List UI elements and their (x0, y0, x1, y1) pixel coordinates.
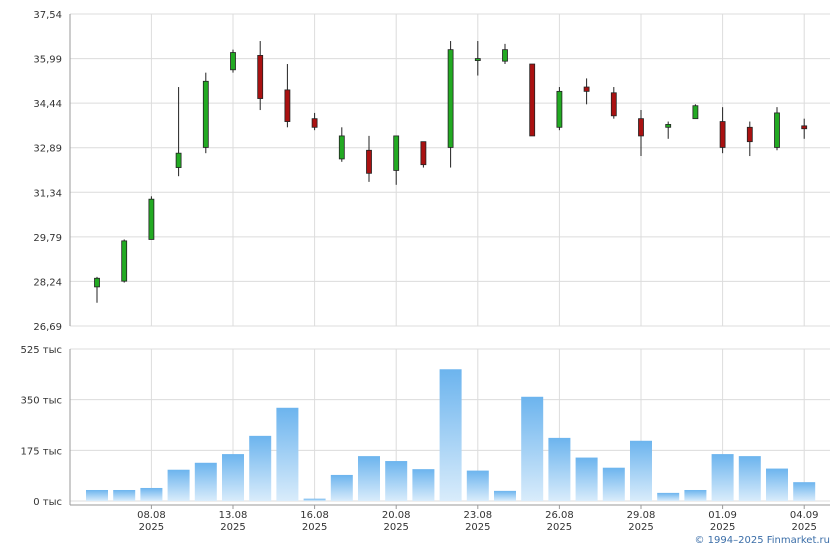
volume-bar (222, 454, 244, 501)
volume-bar (602, 467, 625, 501)
x-tick-date: 04.09 (790, 510, 819, 521)
candle-body (529, 63, 536, 137)
x-tick-year: 2025 (465, 522, 490, 533)
candle-body (148, 198, 155, 240)
volume-bar (548, 437, 571, 501)
price-panel: 37,54 35,99 34,44 32,89 31,34 29,79 28,24 26,69 (33, 10, 830, 333)
copyright-text: © 1994–2025 Finmarket.ru (694, 535, 830, 546)
volume-panel: 525 тыс 350 тыс 175 тыс 0 тыс (21, 345, 830, 508)
candle-body (583, 86, 590, 92)
candle-body (175, 152, 182, 168)
price-tick-label: 26,69 (33, 322, 62, 333)
volume-bar (358, 456, 380, 501)
x-tick-year: 2025 (139, 522, 164, 533)
candle-body (610, 92, 617, 117)
volume-tick-label: 525 тыс (21, 345, 62, 356)
candle-body (94, 277, 100, 288)
volume-bar (276, 407, 299, 501)
x-tick-year: 2025 (302, 522, 327, 533)
candle-body (692, 105, 699, 120)
x-tick-date: 29.08 (627, 510, 656, 521)
volume-bar (494, 490, 516, 501)
volume-bar (303, 498, 326, 501)
candle-body (284, 89, 291, 122)
x-tick-date: 01.09 (708, 510, 737, 521)
x-tick-date: 23.08 (463, 510, 492, 521)
candle-body (311, 118, 318, 128)
price-tick-label: 29,79 (33, 233, 62, 244)
volume-bar (86, 489, 108, 501)
candle-body (556, 90, 563, 128)
price-tick-label: 28,24 (33, 277, 62, 288)
candle-body (638, 118, 644, 137)
volume-bar (684, 489, 707, 501)
x-tick-year: 2025 (710, 522, 735, 533)
volume-bar (249, 435, 272, 501)
volume-bar (113, 489, 136, 501)
x-tick-date: 13.08 (219, 510, 248, 521)
candle-body (447, 49, 454, 148)
candle-body (774, 112, 780, 148)
x-tick-year: 2025 (547, 522, 572, 533)
volume-bar (466, 470, 489, 501)
volume-bar (330, 474, 353, 501)
x-tick-date: 16.08 (300, 510, 329, 521)
x-tick-year: 2025 (791, 522, 816, 533)
x-tick-date: 08.08 (137, 510, 166, 521)
x-tick-year: 2025 (220, 522, 245, 533)
candle-body (719, 121, 726, 148)
candle-body (257, 55, 264, 99)
candle-body (230, 52, 236, 71)
candle-body (202, 80, 209, 148)
volume-bar (194, 462, 217, 501)
candle-body (474, 58, 481, 61)
candle-body (338, 135, 345, 160)
volume-bar (766, 468, 788, 501)
price-tick-label: 31,34 (33, 188, 62, 199)
volume-tick-label: 175 тыс (21, 446, 62, 457)
volume-bar (167, 469, 190, 501)
volume-bar (630, 440, 652, 501)
volume-bar (412, 469, 435, 501)
x-tick-date: 26.08 (545, 510, 574, 521)
price-tick-label: 37,54 (33, 10, 62, 21)
candle-body (366, 149, 372, 174)
volume-bar (575, 457, 598, 501)
volume-bar (793, 482, 816, 501)
volume-bar (521, 396, 544, 501)
candle-body (393, 135, 400, 171)
candle-body (121, 240, 128, 282)
volume-bar (439, 369, 462, 501)
x-tick-date: 20.08 (382, 510, 411, 521)
candle-body (665, 124, 672, 128)
volume-bar (140, 487, 163, 501)
candle-body (502, 49, 508, 62)
x-tick-year: 2025 (628, 522, 653, 533)
candle-body (801, 125, 808, 130)
volume-bar (711, 454, 734, 501)
price-tick-label: 32,89 (33, 144, 62, 155)
volume-bar (657, 492, 680, 501)
candle-body (420, 141, 427, 166)
volume-bar (738, 456, 761, 501)
price-tick-label: 34,44 (33, 99, 62, 110)
volume-bar (385, 461, 408, 501)
volume-tick-label: 350 тыс (21, 396, 62, 407)
volume-tick-label: 0 тыс (33, 497, 62, 508)
price-tick-label: 35,99 (33, 55, 62, 66)
candle-body (746, 126, 753, 143)
x-axis: 08.08202513.08202516.08202520.08202523.0… (137, 505, 819, 533)
x-tick-year: 2025 (383, 522, 408, 533)
